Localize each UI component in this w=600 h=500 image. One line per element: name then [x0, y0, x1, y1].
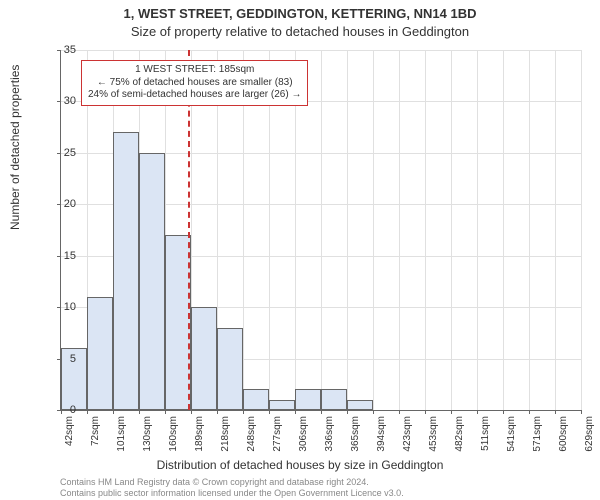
histogram-bar [321, 389, 347, 410]
chart-title-line1: 1, WEST STREET, GEDDINGTON, KETTERING, N… [0, 6, 600, 21]
footer-line2: Contains public sector information licen… [60, 488, 404, 498]
histogram-bar [295, 389, 321, 410]
x-tick-label: 482sqm [454, 416, 465, 466]
x-tick-label: 277sqm [272, 416, 283, 466]
y-tick-label: 15 [46, 250, 76, 262]
x-tick-label: 306sqm [298, 416, 309, 466]
footer-attribution: Contains HM Land Registry data © Crown c… [60, 477, 404, 498]
x-tick-label: 365sqm [350, 416, 361, 466]
x-tick-label: 336sqm [324, 416, 335, 466]
x-tick-label: 629sqm [584, 416, 595, 466]
x-tick-label: 42sqm [64, 416, 75, 466]
y-tick-label: 5 [46, 353, 76, 365]
histogram-bar [217, 328, 243, 410]
histogram-bar [243, 389, 269, 410]
y-axis-label: Number of detached properties [8, 65, 22, 230]
x-tick-label: 160sqm [168, 416, 179, 466]
y-tick-label: 25 [46, 147, 76, 159]
histogram-bar [269, 400, 295, 410]
y-tick-label: 0 [46, 404, 76, 416]
y-tick-label: 35 [46, 44, 76, 56]
x-tick-label: 600sqm [558, 416, 569, 466]
x-tick-label: 511sqm [480, 416, 491, 466]
y-tick-label: 20 [46, 198, 76, 210]
histogram-bar [113, 132, 139, 410]
x-tick-label: 423sqm [402, 416, 413, 466]
y-tick-label: 30 [46, 95, 76, 107]
y-tick-label: 10 [46, 301, 76, 313]
histogram-bar [165, 235, 191, 410]
x-tick-label: 571sqm [532, 416, 543, 466]
chart-title-line2: Size of property relative to detached ho… [0, 24, 600, 39]
plot-area: 1 WEST STREET: 185sqm← 75% of detached h… [60, 50, 581, 411]
annotation-line1: 1 WEST STREET: 185sqm [88, 64, 301, 77]
x-tick-label: 218sqm [220, 416, 231, 466]
histogram-bar [87, 297, 113, 410]
x-tick-label: 453sqm [428, 416, 439, 466]
x-tick-label: 101sqm [116, 416, 127, 466]
histogram-bar [347, 400, 373, 410]
x-tick-label: 541sqm [506, 416, 517, 466]
x-tick-label: 130sqm [142, 416, 153, 466]
histogram-bar [139, 153, 165, 410]
annotation-box: 1 WEST STREET: 185sqm← 75% of detached h… [81, 60, 308, 106]
annotation-line2: ← 75% of detached houses are smaller (83… [88, 77, 301, 90]
x-tick-label: 248sqm [246, 416, 257, 466]
x-tick-label: 394sqm [376, 416, 387, 466]
histogram-bar [191, 307, 217, 410]
x-tick-label: 72sqm [90, 416, 101, 466]
x-tick-label: 189sqm [194, 416, 205, 466]
annotation-line3: 24% of semi-detached houses are larger (… [88, 89, 301, 102]
footer-line1: Contains HM Land Registry data © Crown c… [60, 477, 404, 487]
